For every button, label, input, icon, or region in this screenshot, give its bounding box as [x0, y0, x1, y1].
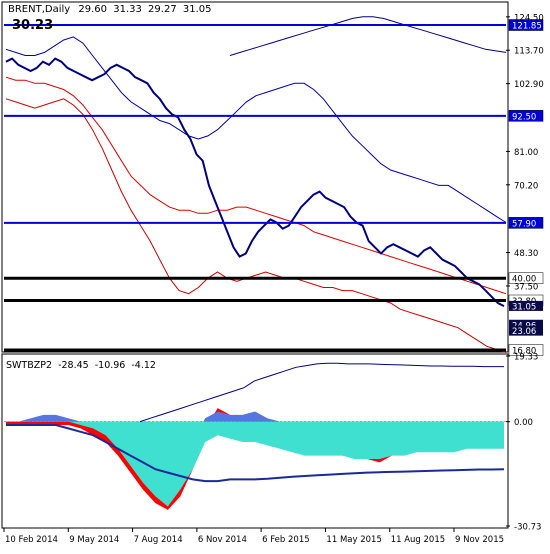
- time-tick-label-3: 6 Nov 2014: [198, 535, 247, 545]
- level-label-box-3: [508, 272, 544, 284]
- symbol-header: BRENT,Daily 29.60 31.33 29.27 31.05: [8, 4, 212, 15]
- time-tick-label-1: 9 May 2014: [69, 535, 119, 545]
- level-label-box-1: [508, 110, 544, 122]
- price-tick-label-6: 37.50: [514, 282, 538, 292]
- time-tick-label-7: 9 Nov 2015: [455, 535, 504, 545]
- price-label-2: 23.06: [512, 327, 536, 337]
- price-label-box-1: [509, 319, 543, 330]
- level-label-box-5: [508, 344, 544, 356]
- ohlc-open: 29.60: [78, 4, 107, 15]
- indicator-pane[interactable]: [4, 362, 506, 510]
- indicator-axis: 19.33 0.00 -30.73: [506, 353, 541, 533]
- time-axis: 10 Feb 2014 9 May 2014 7 Aug 2014 6 Nov 201…: [3, 528, 504, 545]
- level-label-0: 121.85: [512, 22, 542, 32]
- price-tick-label-0: 124.50: [514, 13, 544, 23]
- time-tick-label-4: 6 Feb 2015: [262, 535, 310, 545]
- price-tick-label-4: 70.20: [514, 181, 538, 191]
- series-moving-average-red: [5, 76, 507, 295]
- indicator-area-cyan-fill: [6, 421, 504, 507]
- time-tick-label-6: 11 Aug 2015: [391, 535, 445, 545]
- last-price-label: 30.23: [12, 18, 53, 33]
- indicator-tick-label-0: 19.33: [514, 353, 538, 363]
- level-label-1: 92.50: [512, 112, 536, 122]
- price-tick-label-1: 113.70: [514, 47, 544, 57]
- price-axis: 121.8592.5057.9040.0032.8016.8031.0524.9…: [506, 13, 544, 357]
- ohlc-low: 29.27: [148, 4, 177, 15]
- indicator-upper-envelope: [139, 362, 504, 423]
- price-tick-label-5: 48.30: [514, 249, 538, 259]
- price-tick-label-2: 102.90: [514, 80, 544, 90]
- symbol-label: BRENT,Daily: [8, 4, 70, 15]
- indicator-value-2: -10.96: [95, 360, 126, 371]
- ohlc-close: 31.05: [183, 4, 212, 15]
- time-tick-label-5: 11 May 2015: [326, 535, 381, 545]
- time-tick-label-2: 7 Aug 2014: [134, 535, 183, 545]
- level-label-box-0: [508, 19, 544, 31]
- price-label-box-2: [509, 325, 543, 336]
- series-price: [5, 57, 505, 307]
- series-upper-band: [5, 36, 507, 223]
- price-tick-label-3: 81.00: [514, 148, 538, 158]
- time-tick-label-0: 10 Feb 2014: [5, 535, 58, 545]
- price-pane[interactable]: [4, 16, 507, 353]
- price-pane-frame: [1, 1, 509, 353]
- price-label-box-0: [509, 300, 543, 311]
- indicator-value-1: -28.45: [58, 360, 89, 371]
- series-long-average-navy: [229, 16, 507, 56]
- price-label-0: 31.05: [512, 302, 536, 312]
- level-label-box-2: [508, 217, 544, 229]
- ohlc-high: 31.33: [113, 4, 142, 15]
- level-label-2: 57.90: [512, 219, 536, 229]
- indicator-tick-label-1: 0.00: [514, 418, 533, 428]
- level-label-5: 16.80: [512, 347, 536, 357]
- indicator-signal-line: [6, 424, 505, 483]
- indicator-tick-label-2: -30.73: [514, 523, 541, 533]
- indicator-header: SWTBZP2 -28.45 -10.96 -4.12: [6, 360, 156, 371]
- indicator-value-3: -4.12: [131, 360, 156, 371]
- level-label-3: 40.00: [512, 275, 536, 285]
- series-lower-band: [5, 98, 507, 353]
- indicator-name: SWTBZP2: [6, 360, 52, 371]
